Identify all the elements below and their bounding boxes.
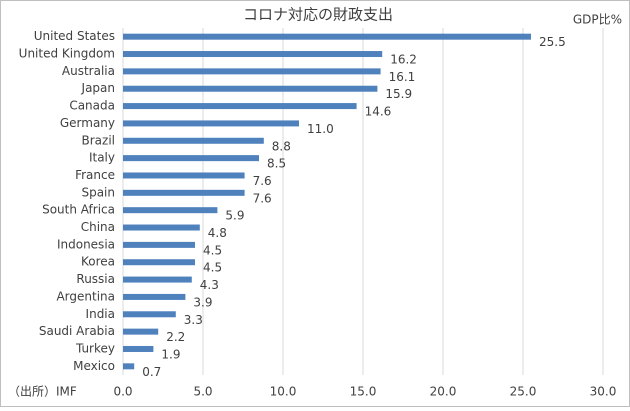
y-tick-label: Japan bbox=[81, 81, 115, 95]
y-tick-label: Brazil bbox=[82, 133, 116, 147]
bar bbox=[123, 172, 245, 179]
y-tick-label: United Kingdom bbox=[19, 47, 115, 61]
source: （出所）IMF bbox=[8, 385, 77, 399]
value-label: 16.2 bbox=[390, 53, 417, 67]
value-label: 25.5 bbox=[539, 35, 566, 49]
x-tick-label: 0.0 bbox=[113, 385, 132, 399]
x-tick-label: 20.0 bbox=[430, 385, 457, 399]
y-tick-label: Italy bbox=[89, 151, 115, 165]
y-tick-label: Korea bbox=[81, 255, 115, 269]
y-tick-label: France bbox=[75, 168, 115, 182]
value-label: 5.9 bbox=[225, 209, 244, 223]
bar bbox=[123, 85, 378, 92]
x-tick-label: 10.0 bbox=[270, 385, 297, 399]
value-label: 2.2 bbox=[166, 330, 185, 344]
x-tick-label: 15.0 bbox=[350, 385, 377, 399]
x-tick-label: 25.0 bbox=[510, 385, 537, 399]
value-label: 7.6 bbox=[253, 191, 272, 205]
bar bbox=[123, 155, 259, 162]
bar bbox=[123, 259, 195, 266]
y-tick-label: Mexico bbox=[73, 359, 115, 373]
chart-title: コロナ対応の財政支出 bbox=[243, 6, 393, 24]
bar bbox=[123, 224, 200, 231]
bar bbox=[123, 328, 159, 335]
y-tick-label: China bbox=[81, 220, 115, 234]
y-tick-label: United States bbox=[34, 29, 115, 43]
bar bbox=[123, 120, 299, 127]
bar bbox=[123, 207, 218, 214]
value-label: 8.5 bbox=[267, 157, 286, 171]
value-label: 0.7 bbox=[142, 365, 161, 379]
value-label: 4.3 bbox=[200, 278, 219, 292]
y-tick-label: Australia bbox=[62, 64, 115, 78]
value-label: 8.8 bbox=[272, 139, 291, 153]
value-label: 4.8 bbox=[208, 226, 227, 240]
value-label: 16.1 bbox=[389, 70, 416, 84]
y-tick-label: Saudi Arabia bbox=[39, 324, 115, 338]
bar bbox=[123, 189, 245, 196]
bar bbox=[123, 363, 135, 370]
y-tick-label: Canada bbox=[69, 99, 115, 113]
value-label: 14.6 bbox=[365, 105, 392, 119]
y-tick-label: Argentina bbox=[56, 289, 115, 303]
value-label: 3.3 bbox=[184, 313, 203, 327]
bar bbox=[123, 137, 264, 144]
y-tick-label: South Africa bbox=[42, 203, 115, 217]
value-label: 15.9 bbox=[385, 87, 412, 101]
y-tick-label: Turkey bbox=[75, 341, 115, 355]
bar bbox=[123, 293, 186, 300]
bar bbox=[123, 345, 154, 352]
y-tick-label: India bbox=[86, 307, 115, 321]
value-label: 4.5 bbox=[203, 243, 222, 257]
bar bbox=[123, 51, 383, 58]
value-label: 7.6 bbox=[253, 174, 272, 188]
bar bbox=[123, 241, 195, 248]
value-label: 3.9 bbox=[193, 295, 212, 309]
unit-label: GDP比% bbox=[573, 13, 622, 27]
value-label: 4.5 bbox=[203, 261, 222, 275]
y-tick-label: Germany bbox=[60, 116, 115, 130]
bar bbox=[123, 276, 192, 283]
x-tick-label: 30.0 bbox=[590, 385, 617, 399]
y-tick-label: Spain bbox=[81, 185, 115, 199]
y-tick-label: Indonesia bbox=[57, 237, 115, 251]
bar bbox=[123, 103, 357, 110]
y-tick-label: Russia bbox=[76, 272, 115, 286]
bar bbox=[123, 68, 381, 75]
bar bbox=[123, 311, 176, 318]
value-label: 11.0 bbox=[307, 122, 334, 136]
x-tick-label: 5.0 bbox=[193, 385, 212, 399]
value-label: 1.9 bbox=[161, 347, 180, 361]
bar bbox=[123, 33, 531, 40]
